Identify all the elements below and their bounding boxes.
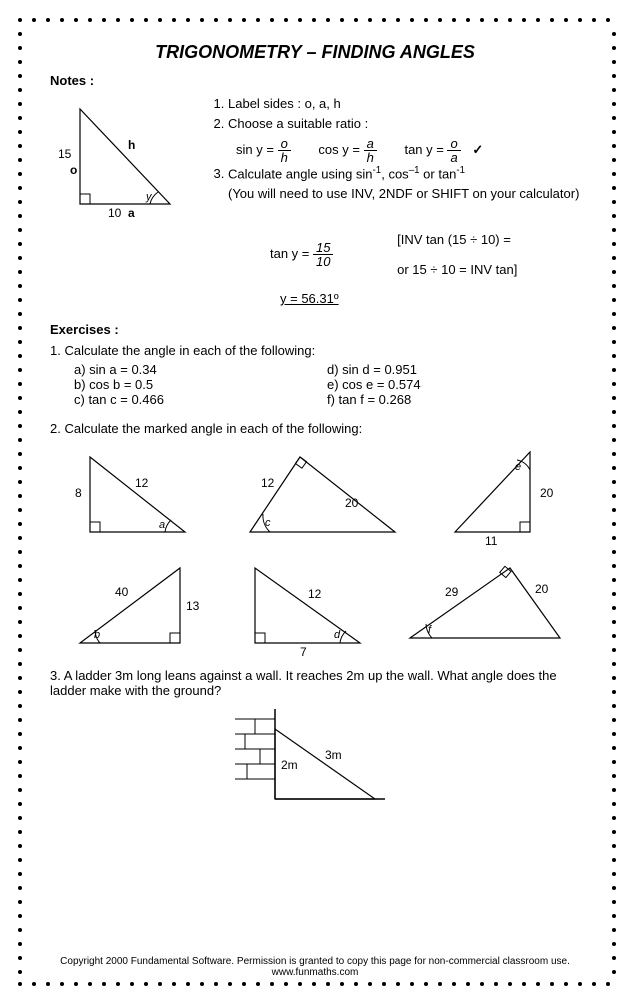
- footer: Copyright 2000 Fundamental Software. Per…: [40, 956, 590, 978]
- triangle-e: 20 11 e: [435, 442, 565, 552]
- check-icon: ✓: [472, 142, 483, 157]
- exercise-2: 2. Calculate the marked angle in each of…: [50, 421, 580, 658]
- svg-text:11: 11: [485, 534, 498, 548]
- svg-text:a: a: [159, 519, 165, 531]
- svg-text:b: b: [94, 629, 100, 641]
- svg-text:40: 40: [115, 585, 129, 599]
- svg-text:d: d: [334, 629, 341, 641]
- svg-text:10: 10: [108, 206, 122, 220]
- svg-text:20: 20: [345, 496, 359, 510]
- step-2: Choose a suitable ratio : sin y = oh cos…: [228, 114, 579, 165]
- svg-text:29: 29: [445, 585, 459, 599]
- notes-steps: Label sides : o, a, h Choose a suitable …: [210, 94, 579, 203]
- exercises-heading: Exercises :: [50, 322, 580, 337]
- step-1: Label sides : o, a, h: [228, 94, 579, 114]
- svg-text:13: 13: [186, 599, 200, 613]
- svg-text:8: 8: [75, 486, 82, 500]
- triangle-b: 40 13 b: [60, 558, 210, 658]
- notes-heading: Notes :: [50, 73, 580, 88]
- svg-text:20: 20: [540, 486, 554, 500]
- svg-text:20: 20: [535, 582, 549, 596]
- step-3: Calculate angle using sin-1, cos–1 or ta…: [228, 164, 579, 203]
- ladder-diagram: 3m 2m: [225, 704, 405, 814]
- page-title: TRIGONOMETRY – FINDING ANGLES: [50, 42, 580, 63]
- svg-text:a: a: [128, 206, 135, 220]
- answer: y = 56.31º: [280, 291, 580, 306]
- svg-text:2m: 2m: [281, 758, 298, 772]
- worked-example: tan y = 1510 [INV tan (15 ÷ 10) = or 15 …: [270, 232, 580, 306]
- svg-text:12: 12: [261, 476, 275, 490]
- svg-text:y: y: [145, 191, 153, 203]
- svg-text:f: f: [428, 624, 432, 636]
- triangle-d: 12 7 d: [230, 558, 380, 658]
- svg-text:3m: 3m: [325, 748, 342, 762]
- exercise-1: 1. Calculate the angle in each of the fo…: [50, 343, 580, 407]
- triangle-f: 29 20 f: [400, 558, 570, 658]
- example-triangle: 15 o 10 a h y: [50, 94, 190, 224]
- svg-text:o: o: [70, 163, 77, 177]
- exercise-3: 3. A ladder 3m long leans against a wall…: [50, 668, 580, 814]
- svg-text:12: 12: [135, 476, 149, 490]
- svg-text:h: h: [128, 138, 135, 152]
- notes-section: 15 o 10 a h y Label sides : o, a, h Choo…: [50, 94, 580, 224]
- worksheet-body: TRIGONOMETRY – FINDING ANGLES Notes : 15…: [0, 0, 630, 848]
- svg-text:12: 12: [308, 587, 322, 601]
- svg-text:15: 15: [58, 147, 72, 161]
- svg-text:c: c: [265, 517, 271, 529]
- triangle-a: 8 12 a: [65, 442, 205, 552]
- svg-text:e: e: [515, 461, 521, 473]
- triangle-c: 12 20 c: [235, 442, 405, 552]
- svg-text:7: 7: [300, 645, 307, 658]
